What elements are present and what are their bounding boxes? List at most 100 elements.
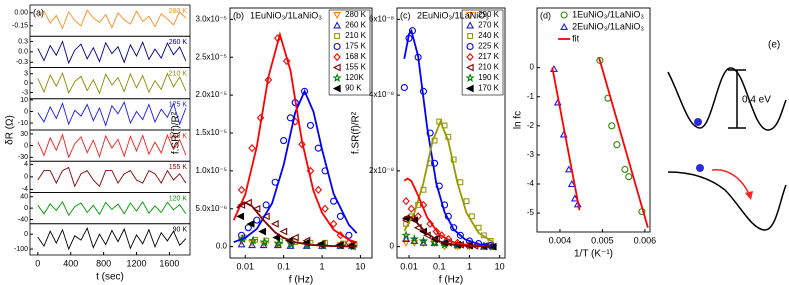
- marker: [625, 173, 633, 181]
- marker: [608, 122, 616, 130]
- marker: [409, 234, 420, 244]
- fit-line: [232, 31, 357, 244]
- y-tick-label: 10: [20, 97, 28, 104]
- marker: [466, 21, 475, 29]
- legend-label: 260 K: [345, 21, 367, 30]
- marker: [259, 240, 268, 249]
- marker: [450, 224, 458, 232]
- legend-label: 210 K: [345, 31, 367, 40]
- y-tick-label: 0.0: [18, 49, 28, 56]
- y-tick-label: 0: [390, 242, 395, 251]
- y-tick-label: -0.3: [16, 59, 28, 66]
- marker: [334, 33, 341, 39]
- marker: [573, 200, 582, 208]
- strip-label: 210 K: [169, 70, 188, 77]
- y-tick-label: 0.00: [14, 10, 28, 17]
- y-tick-label: -4: [527, 179, 535, 188]
- marker: [336, 212, 344, 220]
- y-tick-label: 0: [24, 231, 28, 238]
- fit-line: [403, 28, 494, 247]
- y-tick-label: 4: [24, 161, 28, 168]
- legend-label: 155 K: [345, 63, 367, 72]
- legend-label: 217 K: [478, 52, 500, 61]
- marker: [301, 87, 309, 95]
- marker: [564, 165, 573, 173]
- legend-label: 270 K: [478, 21, 500, 30]
- y-tick-label: 1.5x10⁻⁵: [195, 128, 227, 137]
- marker: [467, 33, 474, 39]
- y-tick-label: 40: [20, 194, 28, 201]
- marker: [465, 63, 474, 72]
- y-axis-label: ln fc: [513, 111, 524, 129]
- x-tick-label: 800: [96, 258, 111, 268]
- x-axis-label: t (sec): [96, 272, 124, 283]
- legend-frame: [461, 9, 504, 96]
- x-axis-label: f (Hz): [439, 275, 463, 285]
- marker: [567, 179, 576, 187]
- panel-title: 1EuNiO₃/1LaNiO₃: [250, 10, 322, 20]
- strip-label: 120 K: [169, 195, 188, 202]
- marker: [259, 237, 270, 247]
- y-tick-label: -10: [18, 120, 28, 127]
- legend-label: 225 K: [478, 42, 500, 51]
- marker: [252, 204, 261, 213]
- marker: [466, 52, 474, 62]
- y-tick-label: -100: [14, 246, 28, 253]
- legend-label: 280 K: [345, 10, 367, 19]
- y-tick-label: -3: [527, 150, 535, 159]
- marker: [466, 42, 474, 51]
- strip-label: 175 K: [169, 102, 188, 109]
- marker: [246, 220, 255, 228]
- y-tick-label: 2.0x10⁻⁵: [195, 90, 227, 99]
- y-tick-label: 0.3: [18, 38, 28, 45]
- marker: [237, 185, 246, 194]
- legend-label: 120K: [345, 73, 364, 82]
- legend-label: 210 K: [478, 63, 500, 72]
- marker: [332, 63, 341, 72]
- marker: [279, 227, 288, 236]
- marker: [282, 56, 291, 66]
- y-tick-label: -40: [18, 216, 28, 223]
- plot-frame: [536, 7, 651, 233]
- marker: [314, 185, 323, 194]
- strip-frame: [29, 223, 191, 256]
- y-axis-label: f.SR(f)/R²: [351, 111, 362, 154]
- legend-label: 290 K: [478, 10, 500, 19]
- strip-frame: [29, 160, 191, 193]
- marker: [258, 227, 266, 236]
- x-tick-label: 1600: [159, 258, 179, 268]
- y-tick-label: 0: [24, 174, 28, 181]
- noise-trace: [37, 227, 187, 251]
- y-tick-label: 30: [20, 131, 28, 138]
- marker: [332, 84, 341, 93]
- marker: [333, 21, 342, 29]
- legend-label: 168 K: [345, 52, 367, 61]
- marker: [401, 230, 411, 240]
- panel-title: 2EuNiO₃/1LaNiO₃: [417, 10, 489, 20]
- panel-label: (b): [233, 10, 244, 20]
- legend-label: 170 K: [478, 84, 500, 93]
- marker: [321, 204, 329, 213]
- marker: [418, 236, 429, 245]
- x-tick-label: 1: [320, 261, 325, 271]
- y-tick-label: 0: [24, 80, 28, 87]
- marker: [329, 219, 338, 229]
- double-well: [667, 67, 787, 131]
- strip-label: 260 K: [169, 39, 188, 46]
- legend-label: 1EuNiO₃/1LaNiO₃: [572, 9, 644, 19]
- y-tick-label: 4x10⁻⁸: [369, 90, 394, 99]
- marker: [465, 84, 474, 93]
- y-tick-label: -5: [527, 208, 535, 217]
- marker: [400, 83, 408, 92]
- marker: [270, 220, 279, 228]
- strip-label: 280 K: [169, 8, 188, 15]
- y-tick-label: 5.0x10⁻⁶: [195, 204, 227, 213]
- marker: [248, 144, 256, 153]
- noise-trace: [37, 101, 187, 127]
- y-tick-label: 0: [530, 63, 535, 72]
- x-tick-label: 0.005: [591, 235, 614, 245]
- marker: [237, 240, 246, 248]
- x-tick-label: 0.006: [634, 235, 657, 245]
- tilted-well: [667, 171, 787, 231]
